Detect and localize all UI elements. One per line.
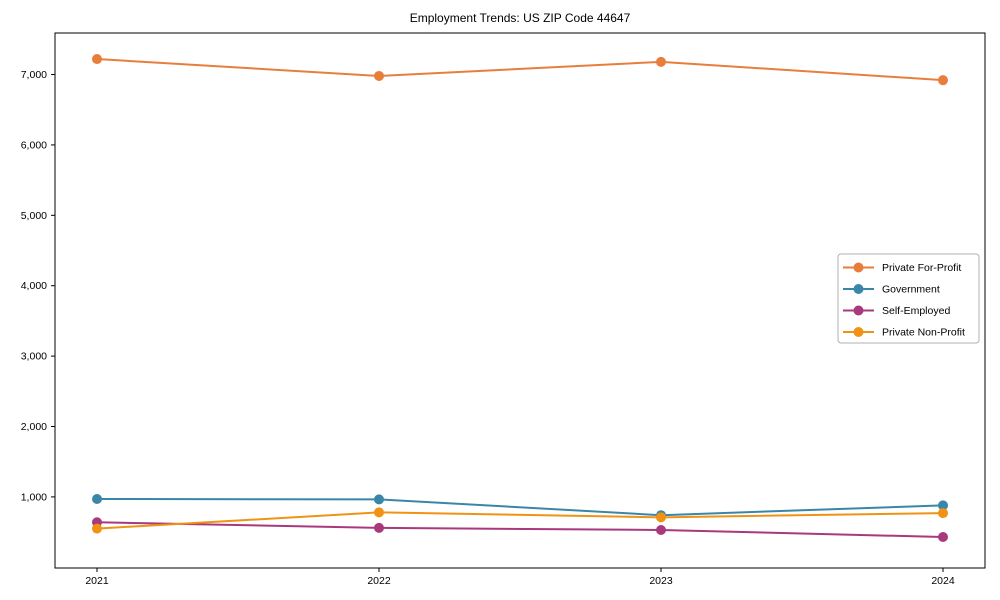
y-tick-label: 3,000: [21, 351, 47, 363]
legend-marker: [853, 305, 864, 316]
x-tick-label: 2024: [931, 575, 955, 587]
y-tick-label: 6,000: [21, 139, 47, 151]
series-marker: [938, 75, 948, 86]
series-marker: [374, 494, 384, 505]
series-line: [96, 498, 944, 517]
series-marker: [92, 494, 102, 505]
series-marker: [656, 56, 666, 67]
series-line: [96, 58, 944, 82]
series-marker: [374, 507, 384, 518]
series-marker: [92, 523, 102, 534]
x-tick-label: 2021: [85, 575, 109, 587]
y-tick-label: 4,000: [21, 280, 47, 292]
legend-item-label: Private Non-Profit: [882, 327, 965, 339]
legend-box: [837, 253, 980, 344]
chart-title: Employment Trends: US ZIP Code 44647: [409, 11, 631, 25]
series-marker: [656, 524, 666, 535]
series-marker: [938, 500, 948, 511]
y-tick-label: 1,000: [21, 491, 47, 503]
series-marker: [938, 532, 948, 543]
series-marker: [938, 508, 948, 519]
series-marker: [374, 70, 384, 81]
x-tick-label: 2022: [367, 575, 391, 587]
legend-marker: [853, 284, 864, 294]
y-tick-label: 5,000: [21, 210, 47, 222]
series-marker: [656, 512, 666, 523]
legend-item-label: Self-Employed: [882, 305, 950, 317]
legend-item-label: Government: [882, 284, 940, 296]
y-tick-label: 2,000: [21, 421, 47, 433]
plot-border: [54, 32, 986, 569]
series-line: [96, 511, 944, 530]
legend-marker: [853, 262, 864, 273]
legend-item-label: Private For-Profit: [882, 262, 961, 274]
x-tick-label: 2023: [649, 575, 673, 587]
series-marker: [92, 54, 102, 65]
y-tick-label: 7,000: [21, 69, 47, 81]
series-line: [96, 521, 944, 539]
legend-marker: [853, 327, 864, 337]
series-marker: [374, 522, 384, 533]
